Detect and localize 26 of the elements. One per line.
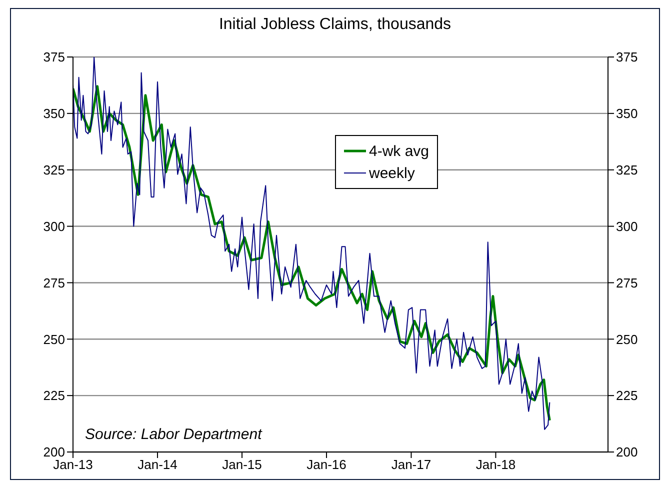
legend-label: 4-wk avg (369, 142, 430, 160)
chart-title: Initial Jobless Claims, thousands (218, 16, 452, 34)
x-tick-label: Jan-17 (391, 457, 432, 472)
x-tick-label: Jan-16 (306, 457, 346, 472)
y-tick-label: 250 (43, 332, 65, 347)
y2-tick-label: 300 (616, 218, 638, 234)
y2-tick-label: 375 (616, 50, 638, 65)
x-tick-label: Jan-13 (53, 457, 93, 472)
y-tick-label: 300 (43, 218, 65, 234)
y-tick-label: 225 (43, 388, 65, 404)
y2-tick-label: 350 (616, 106, 638, 122)
y2-tick-label: 275 (616, 275, 638, 290)
y2-tick-label: 225 (616, 388, 638, 404)
annotation: Source: Labor Department (85, 426, 262, 443)
y-tick-label: 325 (43, 162, 65, 178)
y2-tick-label: 325 (616, 162, 638, 178)
y2-tick-label: 200 (616, 444, 638, 460)
y-tick-label: 375 (43, 50, 65, 65)
y-tick-label: 275 (43, 275, 65, 290)
x-tick-label: Jan-15 (222, 457, 262, 472)
y2-tick-label: 250 (616, 332, 638, 347)
x-tick-label: Jan-18 (476, 457, 516, 472)
x-tick-label: Jan-14 (138, 457, 178, 472)
y-tick-label: 350 (43, 106, 65, 122)
y-tick-label: 200 (43, 444, 65, 460)
legend-label: weekly (369, 164, 415, 182)
